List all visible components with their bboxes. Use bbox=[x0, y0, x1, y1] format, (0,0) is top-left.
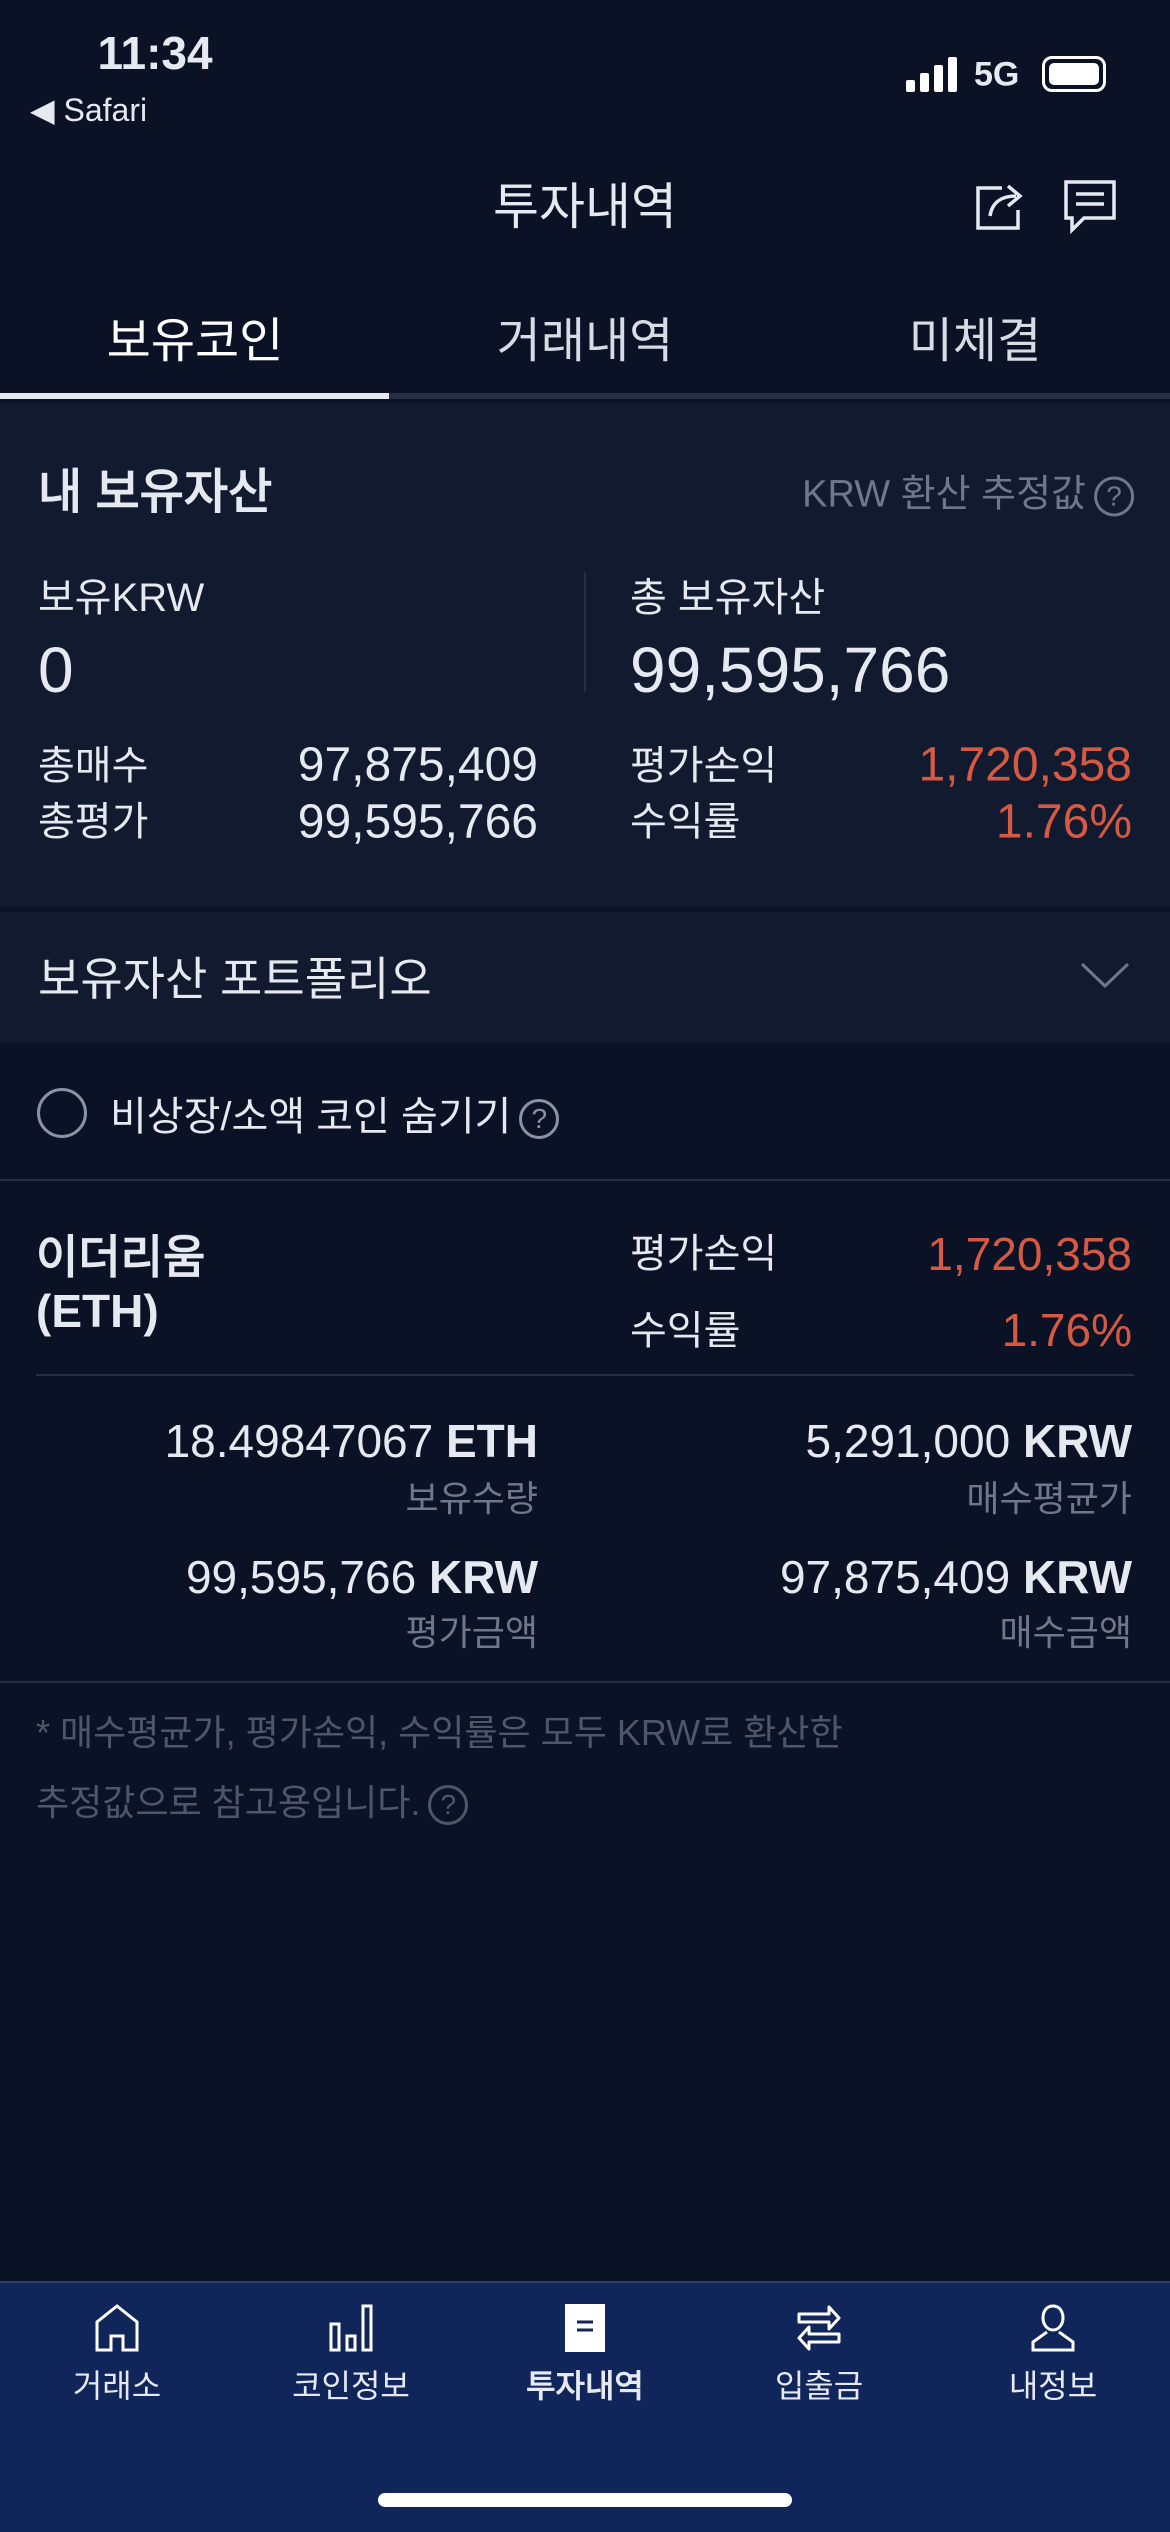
tab-pending[interactable]: 미체결 bbox=[908, 315, 1042, 368]
help-icon[interactable]: ? bbox=[1094, 476, 1134, 517]
total-value: 99,595,766 bbox=[630, 634, 951, 706]
avg-price-number: 5,291,000 bbox=[805, 1415, 1011, 1467]
divider bbox=[36, 1374, 1134, 1376]
hide-coins-option[interactable]: 비상장/소액 코인 숨기기? bbox=[110, 1084, 560, 1142]
krw-note-text: KRW 환산 추정값 bbox=[802, 473, 1086, 516]
avg-price-unit: KRW bbox=[1022, 1415, 1132, 1467]
tab-bar bbox=[0, 393, 1170, 399]
nav-label: 내정보 bbox=[1008, 2368, 1098, 2404]
nav-my-info[interactable]: 내정보 bbox=[936, 2281, 1170, 2461]
help-icon[interactable]: ? bbox=[519, 1099, 560, 1140]
quantity-label: 보유수량 bbox=[405, 1478, 538, 1519]
coin-symbol: (ETH) bbox=[36, 1285, 159, 1337]
document-icon bbox=[565, 2304, 605, 2352]
buy-amount-label: 매수금액 bbox=[999, 1612, 1132, 1653]
hide-coins-checkbox[interactable] bbox=[37, 1088, 87, 1138]
quantity-value: 18.49847067 ETH bbox=[165, 1414, 538, 1468]
quantity-unit: ETH bbox=[446, 1415, 538, 1467]
coin-pl-value: 1,720,358 bbox=[927, 1228, 1132, 1280]
coin-name: 이더리움 bbox=[36, 1231, 206, 1283]
nav-label: 코인정보 bbox=[292, 2368, 410, 2404]
home-indicator bbox=[378, 2493, 792, 2507]
back-to-safari[interactable]: ◀ Safari bbox=[30, 92, 148, 128]
krw-value: 0 bbox=[38, 634, 74, 706]
eval-amount-number: 99,595,766 bbox=[185, 1551, 417, 1603]
buy-amount-number: 97,875,409 bbox=[779, 1551, 1011, 1603]
coin-rate-value: 1.76% bbox=[1001, 1304, 1132, 1356]
nav-coin-info[interactable]: 코인정보 bbox=[234, 2281, 468, 2461]
eval-label: 총평가 bbox=[38, 800, 149, 844]
tab-holdings[interactable]: 보유코인 bbox=[106, 315, 284, 368]
nav-investments[interactable]: 투자내역 bbox=[468, 2281, 702, 2461]
coin-pl-label: 평가손익 bbox=[630, 1232, 778, 1276]
portfolio-row[interactable] bbox=[0, 912, 1170, 1043]
signal-icon bbox=[906, 56, 958, 92]
pl-value: 1,720,358 bbox=[918, 738, 1132, 792]
footnote-text: 추정값으로 참고용입니다. bbox=[36, 1782, 421, 1823]
page-title: 투자내역 bbox=[493, 179, 677, 235]
divider bbox=[0, 1179, 1170, 1181]
person-icon bbox=[1031, 2304, 1075, 2352]
total-label: 총 보유자산 bbox=[630, 576, 826, 620]
eval-amount-unit: KRW bbox=[428, 1551, 538, 1603]
eval-amount-value: 99,595,766 KRW bbox=[186, 1550, 538, 1604]
tab-indicator bbox=[0, 393, 389, 399]
chat-icon[interactable] bbox=[1062, 178, 1118, 234]
avg-price-label: 매수평균가 bbox=[966, 1478, 1132, 1519]
footnote-line2: 추정값으로 참고용입니다.? bbox=[36, 1774, 469, 1826]
nav-label: 거래소 bbox=[72, 2368, 162, 2404]
buy-label: 총매수 bbox=[38, 744, 149, 788]
chevron-down-icon[interactable] bbox=[1080, 962, 1130, 990]
share-icon[interactable] bbox=[972, 178, 1028, 234]
eval-amount-label: 평가금액 bbox=[405, 1612, 538, 1653]
nav-deposit-withdraw[interactable]: 입출금 bbox=[702, 2281, 936, 2461]
rate-label: 수익률 bbox=[630, 800, 741, 844]
krw-label: 보유KRW bbox=[38, 576, 205, 620]
nav-label: 투자내역 bbox=[526, 2368, 644, 2404]
help-icon[interactable]: ? bbox=[428, 1785, 469, 1826]
divider bbox=[584, 572, 586, 692]
bar-chart-icon bbox=[329, 2304, 373, 2352]
battery-icon bbox=[1042, 56, 1106, 92]
transfer-icon bbox=[797, 2305, 841, 2351]
buy-amount-value: 97,875,409 KRW bbox=[780, 1550, 1132, 1604]
nav-exchange[interactable]: 거래소 bbox=[0, 2281, 234, 2461]
status-time: 11:34 bbox=[97, 27, 213, 79]
hide-coins-label: 비상장/소액 코인 숨기기 bbox=[110, 1095, 512, 1139]
portfolio-label: 보유자산 포트폴리오 bbox=[38, 953, 432, 1005]
avg-price-value: 5,291,000 KRW bbox=[806, 1414, 1132, 1468]
buy-value: 97,875,409 bbox=[297, 738, 538, 792]
krw-note[interactable]: KRW 환산 추정값? bbox=[802, 463, 1134, 518]
pl-label: 평가손익 bbox=[630, 744, 778, 788]
rate-value: 1.76% bbox=[995, 795, 1132, 849]
eval-value: 99,595,766 bbox=[297, 795, 538, 849]
divider bbox=[0, 1681, 1170, 1683]
summary-title: 내 보유자산 bbox=[38, 466, 273, 519]
tab-history[interactable]: 거래내역 bbox=[496, 315, 674, 368]
bottom-nav-items: 거래소 코인정보 투자내역 입출금 내정보 bbox=[0, 2281, 1170, 2461]
footnote-line1: * 매수평균가, 평가손익, 수익률은 모두 KRW로 환산한 bbox=[36, 1712, 843, 1753]
coin-rate-label: 수익률 bbox=[630, 1309, 741, 1353]
buy-amount-unit: KRW bbox=[1022, 1551, 1132, 1603]
home-icon bbox=[95, 2304, 139, 2352]
nav-label: 입출금 bbox=[774, 2368, 864, 2404]
quantity-number: 18.49847067 bbox=[164, 1415, 434, 1467]
network-label: 5G bbox=[974, 55, 1020, 94]
